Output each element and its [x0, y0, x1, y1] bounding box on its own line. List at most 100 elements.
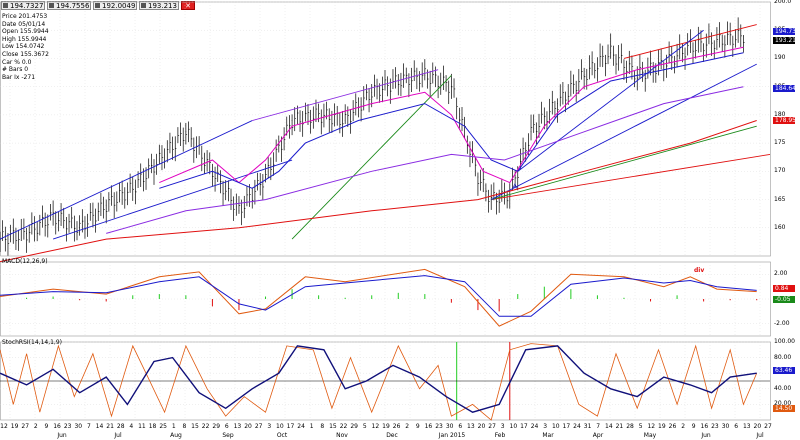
macd-line [0, 268, 757, 327]
value-badge: 194.7327 [773, 28, 800, 36]
x-tick-label: 18 [148, 423, 157, 430]
macd-histogram-bar [623, 297, 625, 299]
macd-histogram-bar [477, 299, 479, 311]
macd-histogram-bar [238, 299, 240, 311]
y-tick-label: 170 [774, 167, 786, 175]
macd-histogram-bar [52, 296, 54, 299]
info-line: # Bars 0 [2, 66, 29, 74]
price-sample-point [689, 46, 691, 48]
macd-histogram-bar [132, 295, 134, 299]
x-tick-label: 3 [500, 423, 505, 430]
price-sample-point [79, 227, 81, 229]
x-tick-label: 3 [267, 423, 272, 430]
x-tick-label: 24 [530, 423, 539, 430]
moving-average-line [159, 52, 744, 189]
macd-histogram-bar [158, 294, 160, 299]
y-tick-label: 160 [774, 223, 786, 231]
price-sample-point [185, 131, 187, 133]
trendline [623, 24, 757, 59]
color-swatch-icon [49, 3, 54, 8]
macd-histogram-bar [424, 294, 426, 299]
value-badge: 193.213 [773, 36, 800, 44]
x-tick-label: 22 [339, 423, 348, 430]
info-line: Open 155.9944 [2, 28, 49, 36]
x-tick-label: 20 [244, 423, 252, 430]
toolbar-field-1[interactable]: 194.7327 [1, 1, 45, 10]
close-icon: ✕ [185, 2, 191, 10]
value-badge: 184.642 [773, 85, 800, 93]
info-line: Low 154.0742 [2, 43, 45, 51]
x-tick-label: 22 [201, 423, 210, 430]
x-tick-label: 29 [350, 423, 358, 430]
y-tick-label: 80.00 [774, 353, 792, 361]
toolbar-field-4[interactable]: 193.213 [139, 1, 179, 10]
x-month-label: Jun [701, 432, 711, 439]
x-month-label: Aug [170, 432, 182, 439]
x-tick-label: 16 [53, 423, 61, 430]
moving-average-line [159, 46, 744, 184]
macd-histogram-bar [318, 295, 320, 299]
x-tick-label: 6 [734, 423, 739, 430]
x-tick-label: 31 [583, 423, 592, 430]
close-button[interactable]: ✕ [181, 1, 195, 10]
macd-histogram-bar [344, 297, 346, 299]
x-month-label: Feb [494, 432, 506, 439]
x-tick-label: 23 [63, 423, 72, 430]
y-tick-label: 20.00 [774, 400, 792, 408]
toolbar-field-3[interactable]: 192.0049 [93, 1, 137, 10]
x-tick-label: 9 [691, 423, 696, 430]
price-sample-point [530, 131, 532, 133]
x-tick-label: 5 [362, 423, 367, 430]
y-tick-label: 165 [774, 195, 786, 203]
x-tick-label: 12 [371, 423, 380, 430]
x-tick-label: 27 [764, 423, 772, 430]
x-tick-label: 30 [74, 423, 83, 430]
info-line: Bar Ix -271 [2, 73, 36, 81]
info-line: Car % 0.0 [2, 58, 32, 66]
x-tick-label: 27 [254, 423, 263, 430]
macd-histogram-bar [543, 286, 545, 299]
price-sample-point [105, 204, 107, 206]
macd-histogram-bar [570, 289, 572, 299]
info-line: Close 155.3672 [2, 50, 49, 58]
info-line: Date 05/01/14 [2, 20, 46, 28]
x-month-label: Dec [386, 432, 398, 439]
x-tick-label: 29 [212, 423, 221, 430]
x-tick-label: 19 [382, 423, 390, 430]
x-tick-label: 17 [520, 423, 528, 430]
x-month-label: Jul [114, 432, 122, 439]
price-sample-point [158, 159, 160, 161]
x-tick-label: 23 [711, 423, 719, 430]
macd-histogram-bar [371, 295, 373, 299]
macd-title: MACD(12,26,9) [2, 258, 48, 265]
x-month-label: Jul [756, 432, 764, 439]
x-tick-label: 25 [159, 423, 167, 430]
toolbar-field-2[interactable]: 194.7556 [47, 1, 91, 10]
x-tick-label: 13 [233, 423, 242, 430]
x-tick-label: 28 [116, 423, 125, 430]
trendline [0, 120, 253, 240]
x-tick-label: 8 [182, 423, 187, 430]
x-tick-label: 20 [477, 423, 486, 430]
color-swatch-icon [3, 3, 8, 8]
y-tick-label: 200.0 [774, 0, 792, 5]
macd-histogram-bar [185, 295, 187, 299]
macd-histogram-bar [703, 299, 705, 302]
trendline [491, 125, 757, 200]
x-tick-label: 11 [138, 423, 146, 430]
color-swatch-icon [141, 3, 146, 8]
x-tick-label: 30 [445, 423, 454, 430]
panel-frame [0, 1, 771, 257]
x-tick-label: 23 [435, 423, 443, 430]
x-tick-label: 28 [626, 423, 634, 430]
info-line: High 155.9944 [2, 35, 47, 43]
x-month-label: Mar [542, 432, 554, 439]
price-sample-point [716, 41, 718, 42]
x-tick-label: 8 [320, 423, 325, 430]
x-month-label: Jan 2015 [438, 432, 466, 439]
price-sample-point [52, 216, 54, 217]
x-tick-label: 4 [129, 423, 134, 430]
x-month-label: Jun [57, 432, 67, 439]
